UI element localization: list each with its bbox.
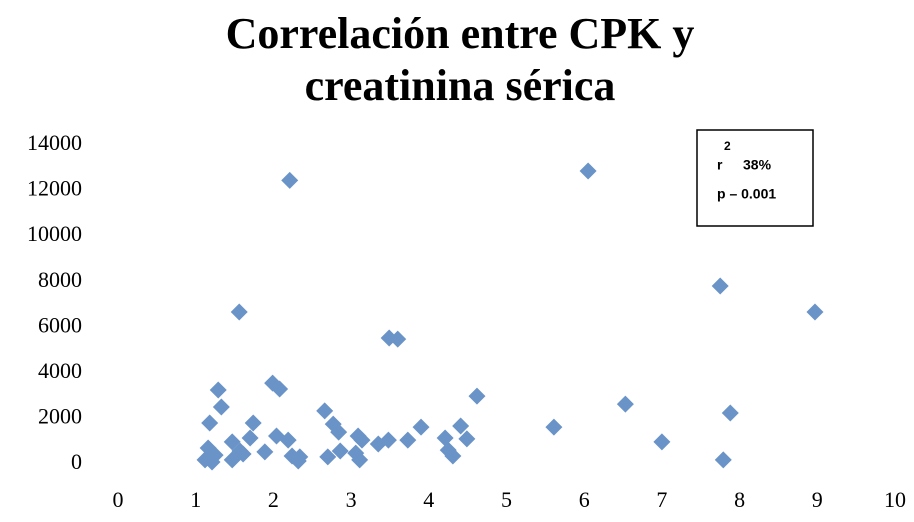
point xyxy=(369,435,387,453)
point xyxy=(458,430,476,448)
y-tick-label: 0 xyxy=(71,449,82,474)
point xyxy=(279,431,297,449)
x-tick-label: 8 xyxy=(734,487,745,512)
point xyxy=(244,414,262,432)
point xyxy=(721,404,739,422)
point xyxy=(316,402,334,420)
chart-subtitle: creatinina sérica xyxy=(305,61,616,110)
y-tick-label: 10000 xyxy=(27,221,82,246)
point xyxy=(444,447,462,465)
point xyxy=(389,330,407,348)
y-tick-label: 14000 xyxy=(27,130,82,155)
point xyxy=(412,418,430,436)
point xyxy=(806,303,824,321)
point xyxy=(203,453,221,471)
point xyxy=(711,277,729,295)
x-tick-label: 3 xyxy=(346,487,357,512)
x-tick-label: 0 xyxy=(113,487,124,512)
point xyxy=(653,433,671,451)
y-tick-label: 2000 xyxy=(38,403,82,428)
annotation-symbol: r xyxy=(717,157,723,173)
point xyxy=(353,431,371,449)
point xyxy=(468,387,486,405)
annotation-box xyxy=(696,129,814,227)
point xyxy=(291,448,309,466)
x-tick-label: 4 xyxy=(423,487,434,512)
point xyxy=(399,431,417,449)
point xyxy=(256,443,274,461)
point xyxy=(545,418,563,436)
x-tick-label: 6 xyxy=(579,487,590,512)
point xyxy=(714,451,732,469)
x-tick-label: 2 xyxy=(268,487,279,512)
x-tick-label: 7 xyxy=(656,487,667,512)
x-tick-label: 5 xyxy=(501,487,512,512)
y-tick-label: 6000 xyxy=(38,312,82,337)
x-tick-label: 10 xyxy=(884,487,906,512)
x-tick-label: 1 xyxy=(190,487,201,512)
point xyxy=(331,442,349,460)
point xyxy=(201,414,219,432)
chart-title: Correlación entre CPK y xyxy=(226,9,695,58)
y-tick-label: 12000 xyxy=(27,176,82,201)
point xyxy=(234,445,252,463)
point xyxy=(452,417,470,435)
y-tick-label: 4000 xyxy=(38,358,82,383)
point xyxy=(209,381,227,399)
point xyxy=(351,451,369,469)
point xyxy=(241,429,259,447)
point xyxy=(579,162,597,180)
point xyxy=(319,448,337,466)
x-tick-label: 9 xyxy=(812,487,823,512)
point xyxy=(230,303,248,321)
point xyxy=(281,171,299,189)
point xyxy=(212,398,230,416)
annotation-r2: 38% xyxy=(743,157,772,173)
point xyxy=(616,395,634,413)
annotation-p: p – 0.001 xyxy=(717,186,776,202)
point xyxy=(271,380,289,398)
point xyxy=(436,429,454,447)
point xyxy=(330,423,348,441)
y-tick-label: 8000 xyxy=(38,267,82,292)
annotation-sup: 2 xyxy=(724,139,731,153)
